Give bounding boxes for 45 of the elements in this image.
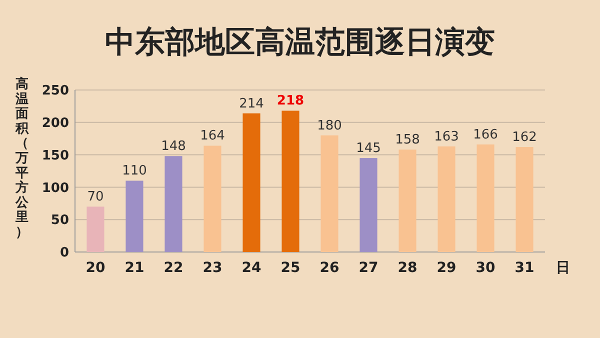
chart-title: 中东部地区高温范围逐日演变 <box>105 25 495 60</box>
data-label: 145 <box>356 141 381 156</box>
bar <box>282 110 300 252</box>
data-label: 164 <box>200 128 225 144</box>
y-tick-label: 150 <box>42 148 69 164</box>
x-axis-title: 日 <box>556 260 570 276</box>
bar <box>360 158 378 252</box>
bar <box>126 180 144 252</box>
data-label: 70 <box>87 190 104 205</box>
bar <box>516 147 534 252</box>
data-label: 162 <box>512 130 537 146</box>
y-tick-label: 250 <box>42 84 69 99</box>
data-label: 180 <box>317 118 342 134</box>
x-tick-label: 24 <box>242 260 262 276</box>
data-label: 163 <box>434 129 459 144</box>
bar <box>86 206 104 252</box>
bar <box>242 113 260 252</box>
x-tick-label: 26 <box>320 260 340 276</box>
text: 高温面积（万平方公里） <box>16 77 28 240</box>
x-tick-label: 22 <box>164 260 184 276</box>
bar <box>398 150 416 252</box>
data-label: 218 <box>276 94 304 109</box>
y-tick-label: 0 <box>60 246 69 261</box>
x-tick-label: 29 <box>436 260 456 276</box>
data-label: 166 <box>473 127 498 142</box>
x-tick-label: 28 <box>398 260 418 276</box>
data-label: 158 <box>395 132 420 148</box>
x-tick-label: 27 <box>358 260 378 276</box>
data-label: 148 <box>161 139 186 154</box>
x-tick-label: 20 <box>86 260 106 276</box>
bar <box>320 135 338 252</box>
x-tick-label: 31 <box>514 260 534 276</box>
data-label: 214 <box>239 96 264 112</box>
y-tick-label: 200 <box>42 116 69 131</box>
y-tick-label: 100 <box>42 180 69 196</box>
bar <box>204 146 222 252</box>
x-tick-label: 23 <box>202 260 222 276</box>
x-tick-label: 21 <box>124 260 144 276</box>
bar <box>476 144 494 252</box>
bar <box>164 156 182 252</box>
x-tick-label: 25 <box>280 260 300 276</box>
y-tick-label: 50 <box>50 213 69 228</box>
bar <box>438 146 456 252</box>
x-tick-label: 30 <box>476 260 496 276</box>
data-label: 110 <box>122 164 147 179</box>
